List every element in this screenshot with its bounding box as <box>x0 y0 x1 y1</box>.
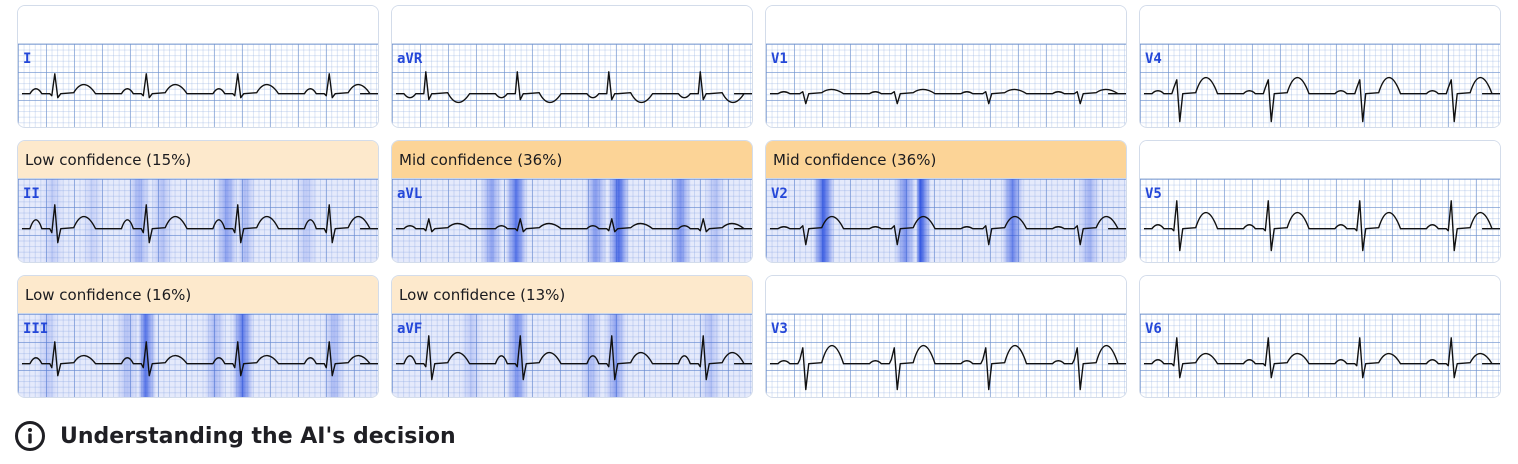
lead-label: V4 <box>1145 51 1162 67</box>
confidence-header: Low confidence (16%) <box>18 276 378 314</box>
understanding-ai-decision-link[interactable]: Understanding the AI's decision <box>14 420 456 452</box>
ecg-waveform <box>395 71 752 104</box>
ecg-waveform <box>21 204 378 244</box>
lead-label: V2 <box>771 186 788 202</box>
ecg-strip: V6 <box>1140 314 1500 397</box>
ecg-strip: aVF <box>392 314 752 397</box>
confidence-header: Low confidence (13%) <box>392 276 752 314</box>
lead-label: aVR <box>397 51 423 67</box>
lead-label: I <box>23 51 32 67</box>
lead-label: III <box>23 321 49 337</box>
lead-label: V5 <box>1145 186 1162 202</box>
ecg-waveform <box>769 88 1126 105</box>
ecg-waveform <box>1143 76 1500 123</box>
confidence-header: Mid confidence (36%) <box>766 141 1126 179</box>
ecg-waveform <box>1143 200 1500 252</box>
ecg-strip: V4 <box>1140 44 1500 127</box>
ecg-waveform <box>21 73 378 99</box>
lead-card-v4[interactable]: V4 <box>1139 5 1501 128</box>
confidence-header: Mid confidence (36%) <box>392 141 752 179</box>
ecg-strip: V1 <box>766 44 1126 127</box>
ecg-waveform <box>769 344 1126 391</box>
ecg-waveform <box>21 341 378 377</box>
confidence-header <box>1140 6 1500 44</box>
lead-card-i[interactable]: I <box>17 5 379 128</box>
info-circle-icon <box>15 421 45 451</box>
lead-card-v1[interactable]: V1 <box>765 5 1127 128</box>
lead-card-avl[interactable]: Mid confidence (36%) aVL <box>391 140 753 263</box>
lead-card-ii[interactable]: Low confidence (15%) II <box>17 140 379 263</box>
lead-label: II <box>23 186 40 202</box>
ecg-waveform <box>395 218 752 233</box>
lead-card-avr[interactable]: aVR <box>391 5 753 128</box>
lead-card-avf[interactable]: Low confidence (13%) aVF <box>391 275 753 398</box>
ecg-strip: III <box>18 314 378 397</box>
ecg-strip: V5 <box>1140 179 1500 262</box>
ecg-strip: I <box>18 44 378 127</box>
confidence-header <box>18 6 378 44</box>
ecg-strip: V2 <box>766 179 1126 262</box>
ecg-waveform <box>1143 337 1500 379</box>
lead-label: V1 <box>771 51 788 67</box>
lead-card-iii[interactable]: Low confidence (16%) III <box>17 275 379 398</box>
footer-text: Understanding the AI's decision <box>60 423 456 449</box>
lead-card-v6[interactable]: V6 <box>1139 275 1501 398</box>
ecg-waveform <box>395 335 752 381</box>
ecg-strip: II <box>18 179 378 262</box>
lead-card-v3[interactable]: V3 <box>765 275 1127 398</box>
confidence-header <box>766 276 1126 314</box>
confidence-header <box>392 6 752 44</box>
lead-label: aVF <box>397 321 423 337</box>
lead-label: V6 <box>1145 321 1162 337</box>
lead-card-v2[interactable]: Mid confidence (36%) V2 <box>765 140 1127 263</box>
confidence-header <box>766 6 1126 44</box>
confidence-header <box>1140 141 1500 179</box>
ecg-waveform <box>769 215 1126 246</box>
lead-card-v5[interactable]: V5 <box>1139 140 1501 263</box>
ecg-strip: V3 <box>766 314 1126 397</box>
ecg-strip: aVR <box>392 44 752 127</box>
lead-label: aVL <box>397 186 423 202</box>
confidence-header: Low confidence (15%) <box>18 141 378 179</box>
lead-label: V3 <box>771 321 788 337</box>
confidence-header <box>1140 276 1500 314</box>
ecg-strip: aVL <box>392 179 752 262</box>
